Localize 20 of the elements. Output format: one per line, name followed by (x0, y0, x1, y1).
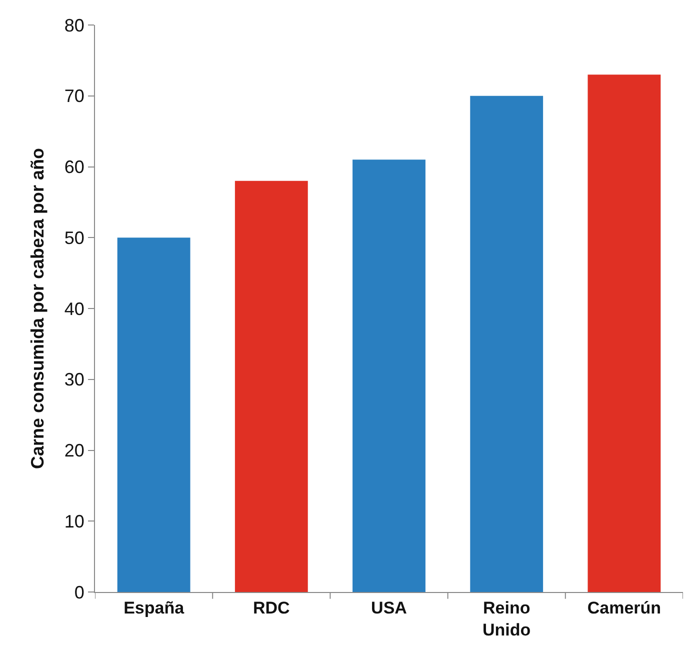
y-tick-label: 30 (64, 370, 84, 390)
bar (234, 180, 308, 592)
x-tick-label: España (124, 598, 185, 618)
y-tick-label: 0 (74, 582, 84, 602)
y-axis-title: Carne consumida por cabeza por año (28, 148, 48, 470)
y-tick-label: 50 (64, 228, 84, 248)
bar (352, 160, 426, 592)
y-tick-label: 10 (64, 511, 84, 532)
y-tick-label: 60 (64, 157, 84, 178)
bar (588, 74, 661, 592)
y-tick-label: 20 (64, 440, 84, 461)
y-tick-label: 40 (64, 298, 84, 319)
bar (117, 238, 190, 592)
x-tick-label: Reino Unido (482, 598, 531, 640)
bar (470, 96, 544, 592)
y-tick-label: 70 (64, 86, 84, 106)
x-tick-label: Camerún (587, 598, 662, 618)
x-tick-label: USA (371, 598, 407, 618)
y-tick-label: 80 (64, 15, 84, 36)
x-tick-label: RDC (252, 598, 290, 618)
